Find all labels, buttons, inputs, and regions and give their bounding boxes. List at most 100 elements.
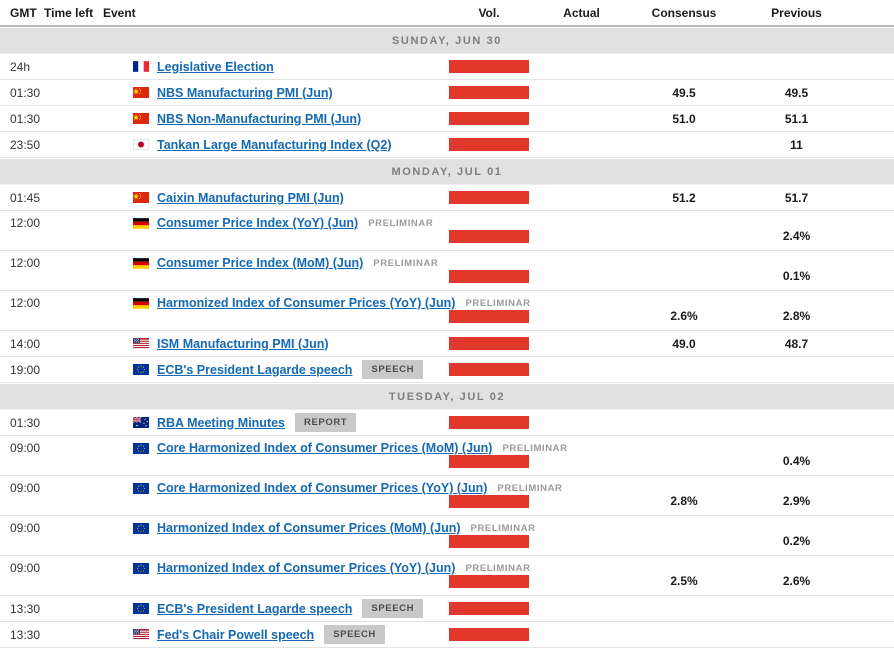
european-union-flag-icon xyxy=(133,364,149,375)
column-header-actual: Actual xyxy=(563,5,600,20)
volatility-bar xyxy=(449,416,529,429)
column-header-gmt: GMT xyxy=(10,5,37,20)
previous-value: 2.9% xyxy=(782,494,811,508)
event-time: 13:30 xyxy=(10,601,41,616)
calendar-column-header: GMT Time left Event Vol. Actual Consensu… xyxy=(0,0,894,27)
usa-flag-icon xyxy=(133,629,149,640)
event-time: 01:30 xyxy=(10,85,41,100)
event-time-left xyxy=(44,516,100,521)
event-type-badge: SPEECH xyxy=(362,360,424,379)
event-link[interactable]: Core Harmonized Index of Consumer Prices… xyxy=(157,441,493,455)
event-link[interactable]: Consumer Price Index (MoM) (Jun) xyxy=(157,256,364,270)
volatility-bar xyxy=(449,112,529,125)
event-row: 09:00 Harmonized Index of Consumer Price… xyxy=(0,516,894,556)
consensus-value: 51.0 xyxy=(672,111,696,126)
volatility-cell xyxy=(444,60,534,73)
event-row: 23:50 Tankan Large Manufacturing Index (… xyxy=(0,132,894,158)
european-union-flag-icon xyxy=(133,522,149,534)
event-link[interactable]: Core Harmonized Index of Consumer Prices… xyxy=(157,481,488,495)
event-link[interactable]: ECB's President Lagarde speech xyxy=(157,362,353,377)
event-link[interactable]: ISM Manufacturing PMI (Jun) xyxy=(157,336,329,351)
event-link[interactable]: Caixin Manufacturing PMI (Jun) xyxy=(157,190,344,205)
event-time: 09:00 xyxy=(10,521,41,535)
event-time-left xyxy=(44,436,100,441)
volatility-cell xyxy=(444,363,534,376)
european-union-flag-icon xyxy=(133,562,149,574)
event-row: 12:00 Consumer Price Index (MoM) (Jun) P… xyxy=(0,251,894,291)
actual-value xyxy=(534,243,629,250)
event-row: 01:45 Caixin Manufacturing PMI (Jun) 51.… xyxy=(0,185,894,211)
actual-value xyxy=(534,468,629,475)
event-link[interactable]: Harmonized Index of Consumer Prices (YoY… xyxy=(157,561,456,575)
european-union-flag-icon xyxy=(133,482,149,494)
event-link[interactable]: Harmonized Index of Consumer Prices (YoY… xyxy=(157,296,456,310)
day-section-header: TUESDAY, JUL 02 xyxy=(0,384,894,410)
column-header-time-left: Time left xyxy=(44,5,94,20)
france-flag-icon xyxy=(133,61,149,72)
volatility-cell xyxy=(444,495,534,515)
event-row: 13:30 Fed's Chair Powell speech SPEECH xyxy=(0,622,894,648)
consensus-value xyxy=(629,548,739,555)
preliminary-note: PRELIMINAR xyxy=(465,297,531,309)
volatility-cell xyxy=(444,191,534,204)
australia-flag-icon xyxy=(133,417,149,428)
event-time: 09:00 xyxy=(10,561,41,575)
previous-value: 51.7 xyxy=(784,190,809,205)
germany-flag-icon xyxy=(133,217,149,229)
previous-value: 0.1% xyxy=(782,269,811,283)
japan-flag-icon xyxy=(133,139,149,150)
column-header-vol: Vol. xyxy=(478,5,500,20)
event-row: 12:00 Consumer Price Index (YoY) (Jun) P… xyxy=(0,211,894,251)
preliminary-note: PRELIMINAR xyxy=(497,482,563,494)
event-row: 01:30 NBS Manufacturing PMI (Jun) 49.5 4… xyxy=(0,80,894,106)
column-header-previous: Previous xyxy=(771,5,822,20)
event-link[interactable]: Consumer Price Index (YoY) (Jun) xyxy=(157,216,359,230)
previous-value: 51.1 xyxy=(784,111,809,126)
volatility-bar xyxy=(449,337,529,350)
previous-value: 0.4% xyxy=(782,454,811,468)
event-time: 23:50 xyxy=(10,137,41,152)
event-link[interactable]: Harmonized Index of Consumer Prices (MoM… xyxy=(157,521,461,535)
volatility-cell xyxy=(444,455,534,475)
volatility-cell xyxy=(444,86,534,99)
volatility-bar xyxy=(449,138,529,151)
actual-value xyxy=(534,588,629,595)
volatility-bar xyxy=(449,628,529,641)
volatility-cell xyxy=(444,416,534,429)
previous-value: 2.4% xyxy=(782,229,811,243)
volatility-bar xyxy=(449,455,529,468)
previous-value: 48.7 xyxy=(784,336,809,351)
consensus-value: 2.8% xyxy=(670,494,698,508)
china-flag-icon xyxy=(133,113,149,124)
event-row: 12:00 Harmonized Index of Consumer Price… xyxy=(0,291,894,331)
event-link[interactable]: NBS Manufacturing PMI (Jun) xyxy=(157,85,333,100)
day-section-title: SUNDAY, JUN 30 xyxy=(391,34,503,47)
event-row: 13:30 ECB's President Lagarde speech SPE… xyxy=(0,596,894,622)
volatility-cell xyxy=(444,270,534,290)
actual-value xyxy=(534,548,629,555)
event-link[interactable]: Tankan Large Manufacturing Index (Q2) xyxy=(157,137,392,152)
volatility-bar xyxy=(449,363,529,376)
previous-value: 11 xyxy=(790,137,803,152)
consensus-value: 49.5 xyxy=(672,85,696,100)
event-link[interactable]: ECB's President Lagarde speech xyxy=(157,601,353,616)
volatility-bar xyxy=(449,575,529,588)
event-link[interactable]: RBA Meeting Minutes xyxy=(157,415,286,430)
event-link[interactable]: Legislative Election xyxy=(157,59,274,74)
volatility-cell xyxy=(444,337,534,350)
event-link[interactable]: NBS Non-Manufacturing PMI (Jun) xyxy=(157,111,362,126)
volatility-bar xyxy=(449,602,529,615)
event-time: 01:45 xyxy=(10,190,41,205)
consensus-value xyxy=(629,468,739,475)
volatility-cell xyxy=(444,575,534,595)
event-type-badge: SPEECH xyxy=(324,625,385,644)
event-time: 24h xyxy=(10,59,31,74)
actual-value xyxy=(534,323,629,330)
previous-value: 0.2% xyxy=(782,534,811,548)
event-time: 19:00 xyxy=(10,362,41,377)
volatility-bar xyxy=(449,191,529,204)
event-time-left xyxy=(44,291,100,296)
event-type-badge: REPORT xyxy=(295,413,357,432)
event-time: 01:30 xyxy=(10,415,41,430)
event-link[interactable]: Fed's Chair Powell speech xyxy=(157,627,315,642)
